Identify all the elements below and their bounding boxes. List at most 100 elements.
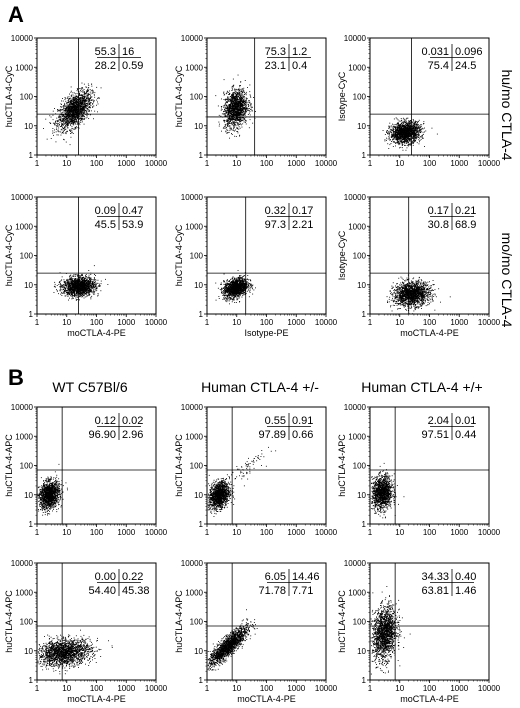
event-dot <box>397 140 399 142</box>
event-dot <box>67 121 68 123</box>
event-dot <box>240 98 242 99</box>
event-dot <box>84 103 86 105</box>
event-dot <box>66 114 67 116</box>
event-dot <box>393 128 395 130</box>
event-dot <box>63 110 65 112</box>
event-dot <box>229 110 231 112</box>
event-dot <box>404 124 406 126</box>
event-dot <box>399 125 401 127</box>
event-dot <box>85 117 87 119</box>
event-dot <box>399 133 401 135</box>
event-dot <box>63 118 64 120</box>
event-dot <box>384 134 386 135</box>
event-dot <box>234 105 235 107</box>
quadrant-upper-right: 16 <box>122 46 134 58</box>
event-dot <box>240 104 242 106</box>
event-dot <box>85 112 87 114</box>
event-dot <box>404 129 406 131</box>
quadrant-lower-right: 0.4 <box>292 60 307 72</box>
event-dot <box>88 97 90 99</box>
event-dot <box>249 94 251 96</box>
event-dot <box>75 120 77 122</box>
event-dot <box>396 139 397 140</box>
event-dot <box>70 109 72 111</box>
event-dot <box>404 131 406 133</box>
event-dot <box>419 132 421 134</box>
event-dot <box>235 108 237 110</box>
event-dot <box>413 129 415 131</box>
event-dot <box>402 135 403 136</box>
event-dot <box>65 125 66 127</box>
event-dot <box>79 98 81 100</box>
event-dot <box>240 104 242 106</box>
event-dot <box>90 110 92 112</box>
x-tick-label: 1000 <box>287 159 305 168</box>
event-dot <box>232 103 234 105</box>
event-dot <box>220 106 222 107</box>
event-dot <box>243 102 244 104</box>
event-dot <box>74 107 76 109</box>
event-dot <box>230 106 232 108</box>
event-dot <box>72 104 74 106</box>
event-dot <box>243 100 245 102</box>
event-dot <box>231 108 233 109</box>
event-dot <box>240 107 242 109</box>
event-dot <box>242 97 244 99</box>
y-tick-label: 100 <box>20 93 34 102</box>
event-dot <box>236 99 238 101</box>
event-dot <box>239 105 241 107</box>
event-dot <box>414 132 416 134</box>
event-dot <box>80 122 82 123</box>
quadrant-upper-left: 55.3 <box>95 46 116 58</box>
event-dot <box>75 102 77 104</box>
event-dot <box>224 110 226 112</box>
event-dot <box>80 108 82 110</box>
event-dot <box>406 133 408 135</box>
event-dot <box>88 106 90 108</box>
event-dot <box>246 109 248 111</box>
event-dot <box>234 99 236 101</box>
event-dot <box>224 104 226 106</box>
event-dot <box>396 136 397 138</box>
event-dot <box>241 111 242 113</box>
event-dot <box>73 100 75 102</box>
event-dot <box>234 110 236 111</box>
event-dot <box>71 121 73 123</box>
event-dot <box>83 106 85 108</box>
event-dot <box>244 108 246 110</box>
event-dot <box>236 127 238 128</box>
event-dot <box>407 117 409 119</box>
event-dot <box>414 134 416 136</box>
event-dot <box>237 105 239 106</box>
event-dot <box>243 110 245 112</box>
event-dot <box>237 117 238 119</box>
event-dot <box>230 115 231 116</box>
event-dot <box>88 87 90 88</box>
event-dot <box>242 106 244 108</box>
event-dot <box>79 124 81 126</box>
event-dot <box>224 108 225 110</box>
event-dot <box>73 122 75 124</box>
event-dot <box>235 105 237 107</box>
event-dot <box>242 101 244 102</box>
event-dot <box>67 107 69 108</box>
event-dot <box>392 135 393 137</box>
event-dot <box>251 103 252 105</box>
event-dot <box>232 94 233 96</box>
event-dot <box>239 123 241 125</box>
event-dot <box>398 127 400 129</box>
event-dot <box>77 108 79 110</box>
event-dot <box>394 136 396 138</box>
event-dot <box>244 103 246 105</box>
event-dot <box>79 101 81 103</box>
event-dot <box>417 133 419 135</box>
event-dot <box>392 123 393 125</box>
event-dot <box>409 126 411 128</box>
event-dot <box>80 99 82 101</box>
event-dot <box>73 108 74 110</box>
event-dot <box>234 100 235 101</box>
event-dot <box>415 137 417 138</box>
event-dot <box>67 114 69 116</box>
event-dot <box>81 116 82 117</box>
event-dot <box>87 109 88 111</box>
